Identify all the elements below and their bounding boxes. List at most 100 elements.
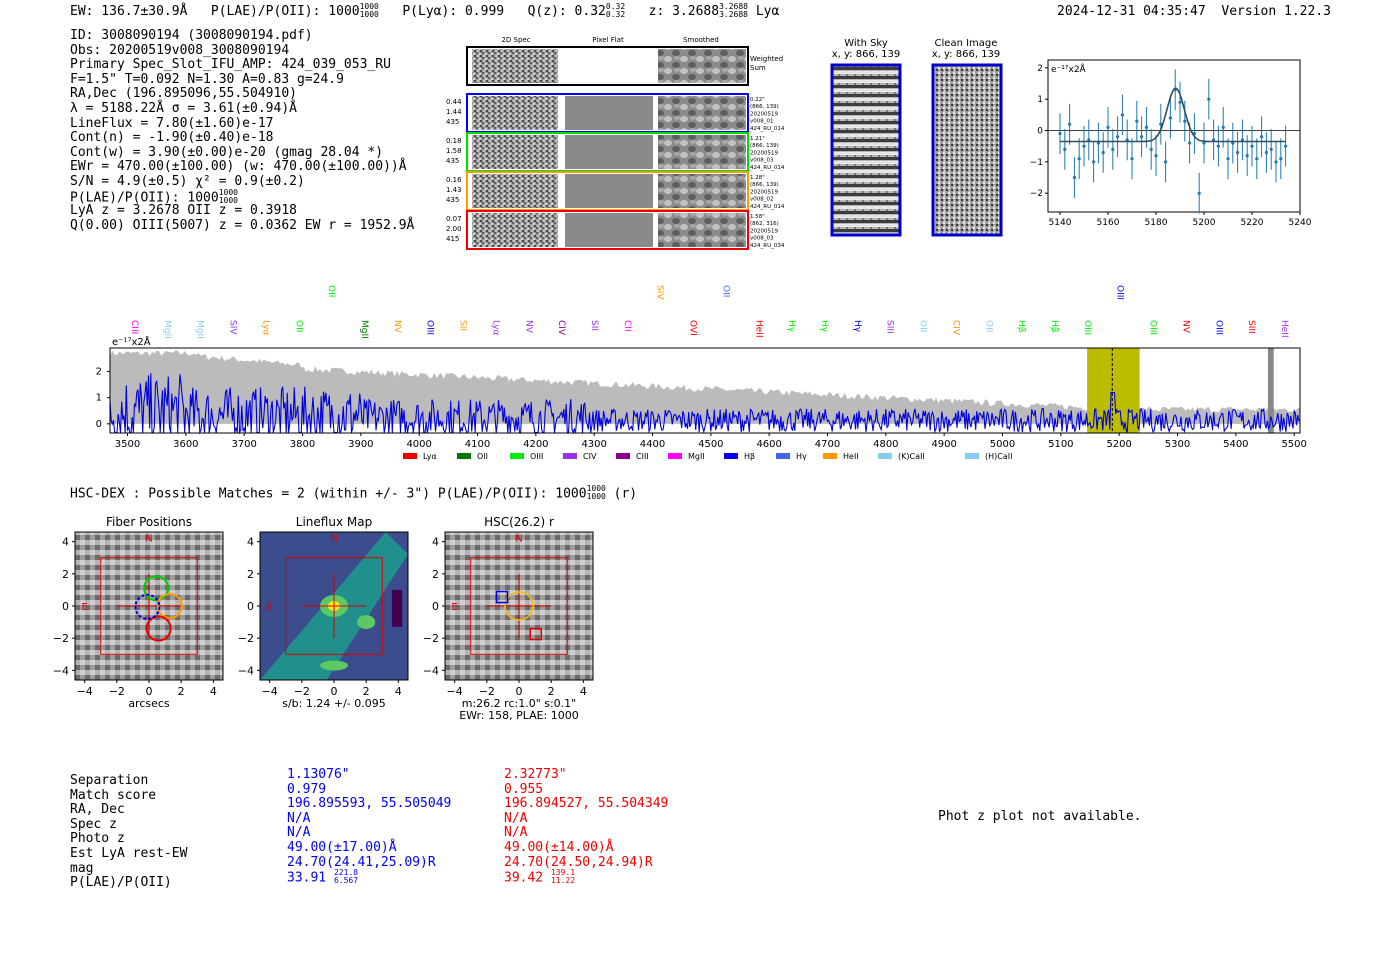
info-plae-hi: 1000 <box>218 187 238 197</box>
cutout-row: 0.18 1.58 435 1.21"(866, 139)20200519 v008_0… <box>446 132 785 172</box>
hsc-panel-title: Fiber Positions <box>106 515 192 529</box>
hsc-ytick-label: 2 <box>62 568 69 581</box>
spectrum-ytick-label: 0 <box>96 419 102 430</box>
header-qz-lo: 0.32 <box>605 9 626 19</box>
hsc-panel-xlabel: EWr: 158, PLAE: 1000 <box>459 709 579 722</box>
match-labels: Separation Match score RA, Dec Spec z Photo … <box>70 773 187 891</box>
spectrum-line-label: MgII <box>359 320 369 339</box>
legend-swatch <box>668 453 682 459</box>
spectrum-line-label-text: Hγ <box>819 320 829 333</box>
zoom-data-point <box>1221 125 1225 129</box>
version: Version 1.22.3 <box>1221 4 1331 19</box>
spectrum-line-label-text: OIII <box>1148 320 1158 335</box>
zoom-line-fit-plot: e⁻¹⁷x2Å 2 1 0 −1 −2 5140 5160 5180 5200 5220 5240 <box>1030 59 1312 228</box>
zoom-data-point <box>1135 119 1139 123</box>
zoom-data-point <box>1255 157 1259 161</box>
cutout-row-right-label: (866, 139) <box>750 182 779 188</box>
zoom-ytick-label: 1 <box>1037 95 1043 105</box>
legend-swatch <box>616 453 630 459</box>
full-spectrum-plot: e⁻¹⁷x2Å 2 1 0 3500 3600 3700 3800 3900 4000 4100 42… <box>96 285 1307 461</box>
cutout-col-label-flat: Pixel Flat <box>592 36 624 44</box>
legend-swatch <box>965 453 979 459</box>
spectrum-line-label-text: NV <box>392 320 402 334</box>
info-contn: Cont(n) = -1.90(±0.40)e-18 <box>70 130 274 146</box>
zoom-data-point <box>1284 144 1288 148</box>
info-obs: Obs: 20200519v008_3008090194 <box>70 42 290 58</box>
cutout-row-left-label: 0.07 <box>446 215 462 223</box>
zoom-data-point <box>1082 144 1086 148</box>
zoom-data-point <box>1058 132 1062 136</box>
with-sky-title-text: With Sky <box>844 38 888 49</box>
hsc-ytick-label: 2 <box>247 568 254 581</box>
cutout-row-right-label: 424_RU_014 <box>750 126 785 132</box>
cutout-row-right-label: (862, 316) <box>750 221 779 227</box>
match-value: N/A <box>287 825 311 841</box>
spectrum-xtick-label: 4300 <box>581 439 606 450</box>
spectrum-line-label-text: CIV <box>556 320 566 336</box>
spectrum-line-label: OIII <box>425 320 435 335</box>
zoom-data-point <box>1144 125 1148 129</box>
header-plae-lo: 1000 <box>359 9 379 19</box>
zoom-data-point <box>1279 157 1283 161</box>
cutout-pixel-flat <box>565 174 653 208</box>
spectrum-line-label: OII <box>983 320 993 332</box>
spectrum-line-label-text: OIII <box>1115 285 1125 300</box>
cutout-row-right-label: 20200519 <box>750 228 778 234</box>
hsc-panel-xlabel: s/b: 1.24 +/- 0.095 <box>282 697 386 710</box>
cutout-smoothed <box>658 96 746 130</box>
match-value: 0.955 <box>504 781 544 797</box>
with-sky-image <box>830 63 902 237</box>
match-value: N/A <box>504 810 528 826</box>
info-lyaz: LyA z = 3.2678 OII z = 0.3918 <box>70 203 297 219</box>
hsc-summary-lo: 1000 <box>586 492 606 501</box>
sky-and-clean-images <box>830 63 1003 237</box>
hsc-north-label: N <box>515 534 522 545</box>
zoom-data-point <box>1197 191 1201 195</box>
zoom-data-point <box>1226 157 1230 161</box>
spectrum-line-label-text: SIII <box>885 320 895 334</box>
spectrum-xtick-label: 3600 <box>173 439 198 450</box>
info-sn: S/N = 4.9(±0.5) χ² = 0.9(±0.2) <box>70 173 305 189</box>
spectrum-flux-line <box>109 373 1301 435</box>
spectrum-line-label: SIII <box>885 320 895 334</box>
cutout-row: 0.44 1.44 435 0.22"(866, 139)20200519 v008_0… <box>446 93 785 133</box>
header-z-lo: 3.2688 <box>719 9 748 19</box>
hsc-ytick-label: −4 <box>238 664 254 677</box>
zoom-ylabel: e⁻¹⁷x2Å <box>1051 63 1087 75</box>
spectrum-line-label-text: OII <box>918 320 928 332</box>
zoom-data-point <box>1063 147 1067 151</box>
hsc-xtick-label: −4 <box>77 685 93 698</box>
spectrum-line-label-text: CIII <box>129 320 139 334</box>
spectrum-line-label: NV <box>392 320 402 334</box>
cutout-row-right-label: v008_02 <box>750 197 774 203</box>
clean-image-xy: x, y: 866, 139 <box>931 49 1001 60</box>
spectrum-line-label: SII <box>458 320 468 331</box>
hsc-xtick-label: 4 <box>210 685 217 698</box>
zoom-data-point <box>1149 147 1153 151</box>
spectrum-line-label: OII <box>918 320 928 332</box>
spectrum-line-label: OII <box>326 285 336 297</box>
match-label: Separation <box>70 773 149 788</box>
spectrum-line-label-text: Hγ <box>786 320 796 333</box>
legend-label: (K)CaII <box>898 452 925 461</box>
info-contw: Cont(w) = 3.90(±0.00)e-20 (gmag 28.04 *) <box>70 144 384 160</box>
spectrum-line-label-text: SII <box>589 320 599 331</box>
cutout-row-left-label: 1.43 <box>446 186 462 194</box>
match-value: 1.13076" <box>287 767 350 782</box>
cutout-row-left-label: 1.44 <box>446 108 462 116</box>
hsc-east-label: E <box>266 602 272 613</box>
cutout-row-right-label: 424_RU_014 <box>750 165 785 171</box>
hsc-xtick-label: −4 <box>447 685 463 698</box>
weighted-sum-label: Weighted <box>750 55 783 63</box>
spectrum-line-label-text: SII <box>458 320 468 331</box>
spectrum-xtick-label: 4100 <box>465 439 490 450</box>
header-timestamp-version: 2024-12-31 04:35:47 Version 1.22.3 <box>1057 4 1331 19</box>
hsc-fov-box <box>470 557 568 655</box>
cutout-2d-spec <box>472 174 558 208</box>
hsc-ytick-label: −4 <box>423 664 439 677</box>
spectrum-frame <box>109 347 1301 434</box>
zoom-data-point <box>1216 144 1220 148</box>
cutout-2d-spec <box>472 213 558 247</box>
spectrum-xtick-label: 4000 <box>406 439 431 450</box>
match-value: 2.32773" <box>504 767 567 782</box>
